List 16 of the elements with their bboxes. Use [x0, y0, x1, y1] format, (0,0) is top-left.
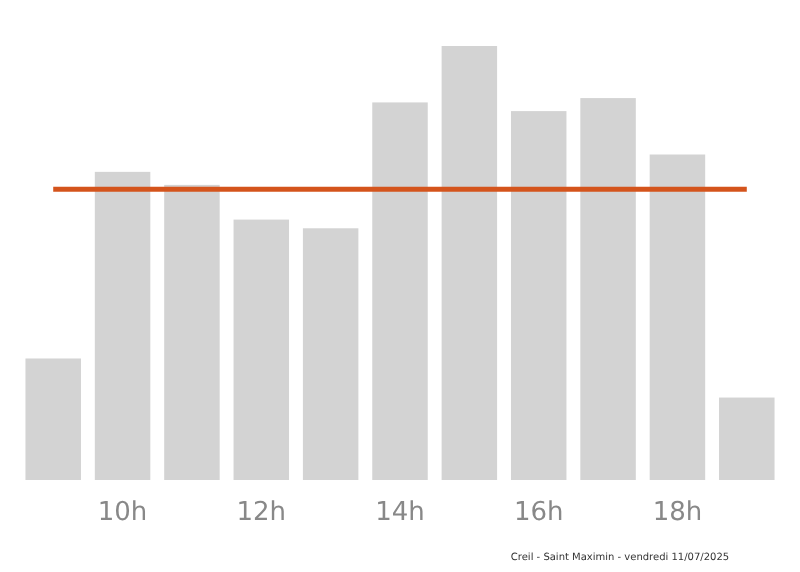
- x-tick-label: 18h: [652, 498, 703, 528]
- x-tick-label: 10h: [97, 498, 148, 528]
- bar: [302, 228, 359, 480]
- x-tick-label: 14h: [375, 498, 425, 528]
- bar: [441, 46, 498, 480]
- bar: [649, 154, 706, 480]
- bar: [580, 98, 636, 480]
- bar: [510, 111, 567, 480]
- bar: [94, 171, 151, 480]
- x-tick-label: 16h: [513, 498, 564, 528]
- bar: [719, 397, 775, 480]
- bar: [25, 358, 81, 480]
- bar: [164, 184, 220, 480]
- bar: [233, 219, 290, 480]
- x-tick-label: 12h: [236, 498, 287, 528]
- bar: [372, 102, 428, 480]
